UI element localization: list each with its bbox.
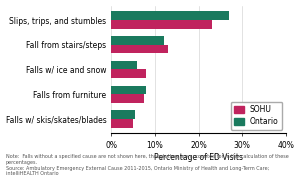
Bar — [111, 61, 137, 69]
Bar — [111, 45, 168, 53]
X-axis label: Percentage of ED Visits: Percentage of ED Visits — [154, 153, 243, 162]
Bar — [111, 69, 146, 78]
Bar — [111, 94, 144, 103]
Bar — [111, 36, 164, 45]
Bar — [111, 11, 229, 20]
Bar — [111, 110, 135, 119]
Legend: SOHU, Ontario: SOHU, Ontario — [230, 102, 282, 130]
Bar — [111, 119, 133, 128]
Bar — [111, 86, 146, 94]
Text: Note:  Falls without a specified cause are not shown here, though they are accou: Note: Falls without a specified cause ar… — [6, 154, 289, 176]
Bar — [111, 20, 212, 29]
